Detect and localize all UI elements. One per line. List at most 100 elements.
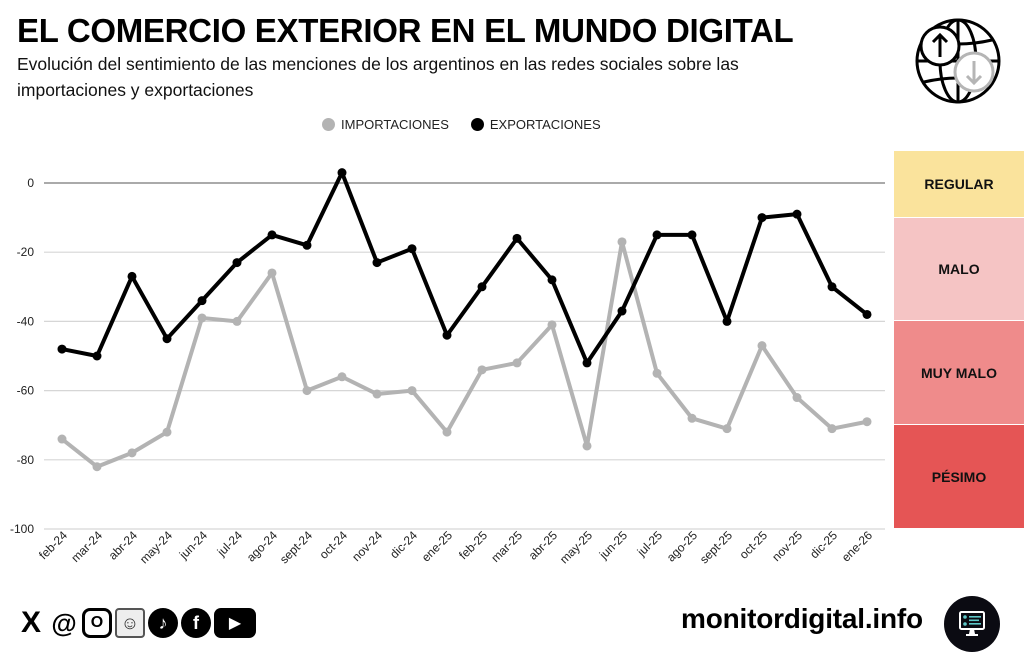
y-tick-label: 0 [27,176,34,190]
y-tick-label: -60 [17,384,35,398]
tiktok-icon[interactable]: ♪ [148,608,178,638]
x-tick-label: ago-24 [244,528,281,565]
data-point [337,372,347,382]
x-tick-label: abr-25 [526,528,561,563]
y-tick-label: -100 [10,522,34,536]
series-line-importaciones [60,239,868,469]
data-point [687,230,697,240]
data-point [652,368,662,378]
instagram-icon[interactable]: O [82,608,112,638]
band-malo: MALO [894,217,1024,322]
x-tick-label: dic-24 [387,528,420,561]
data-point [162,427,172,437]
data-point [57,344,67,354]
data-point [162,334,172,344]
data-point [372,258,382,268]
data-point [512,233,522,243]
legend-dot-icon [470,118,484,131]
data-point [617,237,627,247]
site-url[interactable]: monitordigital.info [681,603,923,634]
data-point [792,209,802,219]
x-tick-label: ene-26 [839,528,876,565]
x-tick-label: jun-24 [176,528,210,562]
reddit-icon[interactable]: ☺ [115,608,145,638]
data-point [442,427,452,437]
x-tick-label: sept-25 [697,528,735,566]
data-point [722,316,732,326]
data-point [827,424,837,434]
data-point [337,168,347,178]
data-point [827,282,837,292]
data-point [477,365,487,375]
x-tick-label: feb-25 [456,528,490,562]
data-point [197,313,207,323]
data-point [547,275,557,285]
youtube-icon[interactable]: ▶ [214,608,256,638]
x-tick-label: mar-24 [68,528,105,565]
y-tick-label: -20 [17,245,35,259]
data-point [267,230,277,240]
band-pésimo: PÉSIMO [894,425,1024,529]
data-point [232,258,242,268]
facebook-icon[interactable]: f [181,608,211,638]
legend-label: EXPORTACIONES [489,117,601,132]
x-icon[interactable]: X [20,606,41,639]
band-muy-malo: MUY MALO [894,321,1024,426]
data-point [582,441,592,451]
x-tick-label: ago-25 [664,528,701,565]
page-subtitle: Evolución del sentimiento de las mencion… [17,54,739,100]
x-tick-label: oct-24 [317,528,351,562]
data-point [127,271,137,281]
x-tick-label: nov-25 [769,528,805,564]
social-icons: X @ O ☺ ♪ f ▶ [16,606,256,639]
data-point [547,320,557,330]
x-tick-label: feb-24 [36,528,70,562]
x-tick-label: nov-24 [349,528,385,564]
x-tick-label: jun-25 [596,528,630,562]
data-point [477,282,487,292]
data-point [232,316,242,326]
data-point [512,358,522,368]
y-tick-label: -80 [17,453,35,467]
data-point [407,244,417,254]
data-point [197,296,207,306]
x-tick-label: jul-25 [634,528,666,560]
series-line-exportaciones [61,170,869,365]
legend-label: IMPORTACIONES [341,117,449,132]
data-point [92,462,102,472]
data-point [442,330,452,340]
globe-import-export-icon [915,18,1001,104]
data-point [302,386,312,396]
data-point [722,424,732,434]
x-tick-label: sept-24 [277,528,315,566]
legend-dot-icon [322,118,335,131]
monitor-logo-icon [944,596,1000,652]
chart-legend: IMPORTACIONES EXPORTACIONES [322,117,623,132]
data-point [407,386,417,396]
x-tick-label: ene-25 [419,528,456,565]
x-tick-label: dic-25 [807,528,840,561]
data-point [792,393,802,403]
legend-item-importaciones: IMPORTACIONES [322,117,449,132]
data-point [582,358,592,368]
x-tick-label: abr-24 [106,528,141,563]
x-tick-label: may-24 [137,528,175,566]
data-point [617,306,627,316]
legend-item-exportaciones: EXPORTACIONES [470,117,601,132]
x-tick-label: oct-25 [737,528,771,562]
data-point [862,309,872,319]
x-tick-label: jul-24 [214,528,246,560]
data-point [757,341,767,351]
y-tick-label: -40 [17,314,35,328]
threads-icon[interactable]: @ [51,607,77,638]
data-point [57,434,67,444]
data-point [127,448,137,458]
x-tick-label: may-25 [557,528,595,566]
data-point [757,213,767,223]
data-point [372,389,382,399]
data-point [652,230,662,240]
data-point [267,268,277,278]
data-point [302,240,312,250]
data-point [862,417,872,427]
